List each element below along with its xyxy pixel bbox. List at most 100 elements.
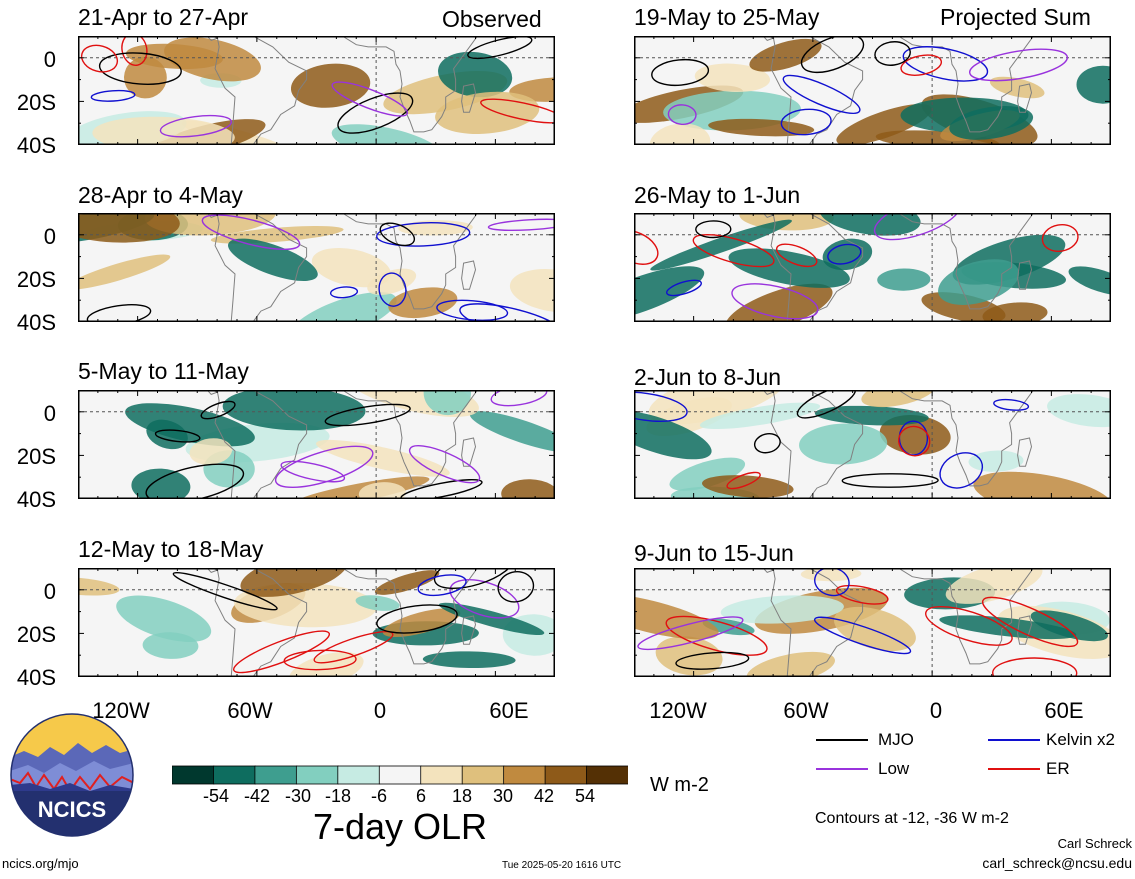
colorbar-tick-label: 6 xyxy=(415,786,427,806)
panel-title: 5-May to 11-May xyxy=(78,358,249,384)
panel-title: 26-May to 1-Jun xyxy=(634,182,801,208)
coastline xyxy=(770,36,864,145)
mjo-contour xyxy=(841,473,939,488)
coastline xyxy=(166,36,219,41)
colorbar-tick-label: -42 xyxy=(243,786,271,806)
kelvin-contour xyxy=(902,46,989,82)
x-axis-label: 60W xyxy=(227,698,273,723)
olr-anomaly-region xyxy=(921,292,1006,322)
colorbar-units: W m-2 xyxy=(650,774,709,796)
coastline xyxy=(461,260,477,290)
olr-anomaly-region xyxy=(289,292,397,322)
panel-title: 21-Apr to 27-Apr xyxy=(78,4,249,30)
panel-title: 28-Apr to 4-May xyxy=(78,182,243,208)
y-axis-label: 20S xyxy=(16,622,56,647)
olr-anomaly-region xyxy=(435,91,540,134)
olr-anomaly-region xyxy=(699,402,821,430)
colorbar-swatch xyxy=(337,765,381,785)
coastline xyxy=(722,390,775,395)
y-axis-label: 40S xyxy=(16,310,56,335)
kelvin-contour xyxy=(634,391,688,422)
mjo-contour xyxy=(796,390,857,419)
olr-anomaly-region xyxy=(702,475,794,498)
olr-anomaly-region xyxy=(945,568,1043,604)
low-contour xyxy=(159,114,233,138)
y-axis-label: 20S xyxy=(16,444,56,469)
colorbar-tick-label: -6 xyxy=(370,786,388,806)
er-contour xyxy=(80,44,119,73)
mjo-contour xyxy=(467,36,533,60)
er-contour xyxy=(775,243,818,268)
x-axis-label: 120W xyxy=(649,698,707,723)
mjo-contour xyxy=(497,571,535,603)
kelvin-contour xyxy=(813,616,912,655)
er-contour xyxy=(480,98,555,124)
map-panel-obs-4 xyxy=(78,568,555,677)
map-panel-proj-3 xyxy=(634,390,1111,499)
y-axis-label: 40S xyxy=(16,133,56,158)
low-contour xyxy=(968,48,1069,82)
olr-anomaly-region xyxy=(382,608,461,638)
er-contour xyxy=(900,54,943,76)
olr-anomaly-region xyxy=(938,259,1020,305)
olr-anomaly-region xyxy=(1068,266,1111,296)
colorbar-tick-label: 42 xyxy=(533,786,555,806)
coastline xyxy=(1017,83,1033,113)
colorbar-swatch xyxy=(503,765,546,785)
author-name: Carl Schreck xyxy=(1057,836,1132,851)
kelvin-contour xyxy=(939,452,984,489)
olr-anomaly-region xyxy=(634,266,705,322)
mjo-contour xyxy=(86,304,152,322)
kelvin-contour xyxy=(329,286,359,299)
kelvin-contour xyxy=(417,574,467,597)
olr-anomaly-region xyxy=(374,570,440,595)
er-contour xyxy=(313,630,394,664)
x-axis-label: 60E xyxy=(1044,698,1084,723)
olr-anomaly-region xyxy=(648,390,788,425)
map-panel-obs-1 xyxy=(78,36,555,145)
olr-anomaly-region xyxy=(949,106,1034,140)
mjo-contour xyxy=(379,222,416,247)
coastline xyxy=(770,568,864,677)
olr-anomaly-region xyxy=(142,632,199,659)
colorbar-tick-label: 54 xyxy=(574,786,596,806)
coastline xyxy=(1017,437,1033,467)
panel-title: 19-May to 25-May xyxy=(634,4,820,30)
er-contour xyxy=(692,233,775,268)
mjo-contour xyxy=(433,568,515,590)
olr-anomaly-region xyxy=(728,248,850,288)
site-url[interactable]: ncics.org/mjo xyxy=(2,856,79,871)
olr-anomaly-region xyxy=(1076,65,1111,104)
coastline xyxy=(722,213,775,218)
mjo-contour xyxy=(145,463,245,499)
colorbar-swatch xyxy=(378,765,422,785)
kelvin-contour xyxy=(378,272,407,307)
olr-anomaly-region xyxy=(749,38,822,72)
coastline xyxy=(897,36,1035,133)
low-contour xyxy=(731,283,819,320)
observed-label: Observed xyxy=(442,6,542,32)
colorbar-tick-label: -30 xyxy=(284,786,312,806)
olr-anomaly-region xyxy=(799,423,888,465)
olr-anomaly-region xyxy=(311,247,391,288)
low-contour xyxy=(201,214,301,251)
coastline xyxy=(166,213,219,218)
er-contour xyxy=(835,584,889,605)
panel-title: 9-Jun to 15-Jun xyxy=(634,540,794,566)
mjo-contour xyxy=(98,52,182,85)
coastline xyxy=(1017,260,1033,290)
mjo-contour xyxy=(675,651,750,670)
mjo-contour xyxy=(324,403,411,427)
kelvin-contour xyxy=(782,74,861,115)
olr-anomaly-region xyxy=(1047,394,1111,428)
olr-anomaly-region xyxy=(634,410,712,460)
author-email[interactable]: carl_schreck@ncsu.edu xyxy=(982,855,1132,871)
er-contour xyxy=(981,596,1079,648)
olr-anomaly-region xyxy=(78,254,171,290)
olr-anomaly-region xyxy=(290,63,371,108)
er-contour xyxy=(898,425,931,457)
colorbar-ticks: -54 -42 -30 -18 -6 6 18 30 42 54 xyxy=(172,786,628,810)
olr-anomaly-region xyxy=(189,438,233,465)
coastline xyxy=(897,390,1035,487)
colorbar-title: 7-day OLR xyxy=(312,806,488,847)
